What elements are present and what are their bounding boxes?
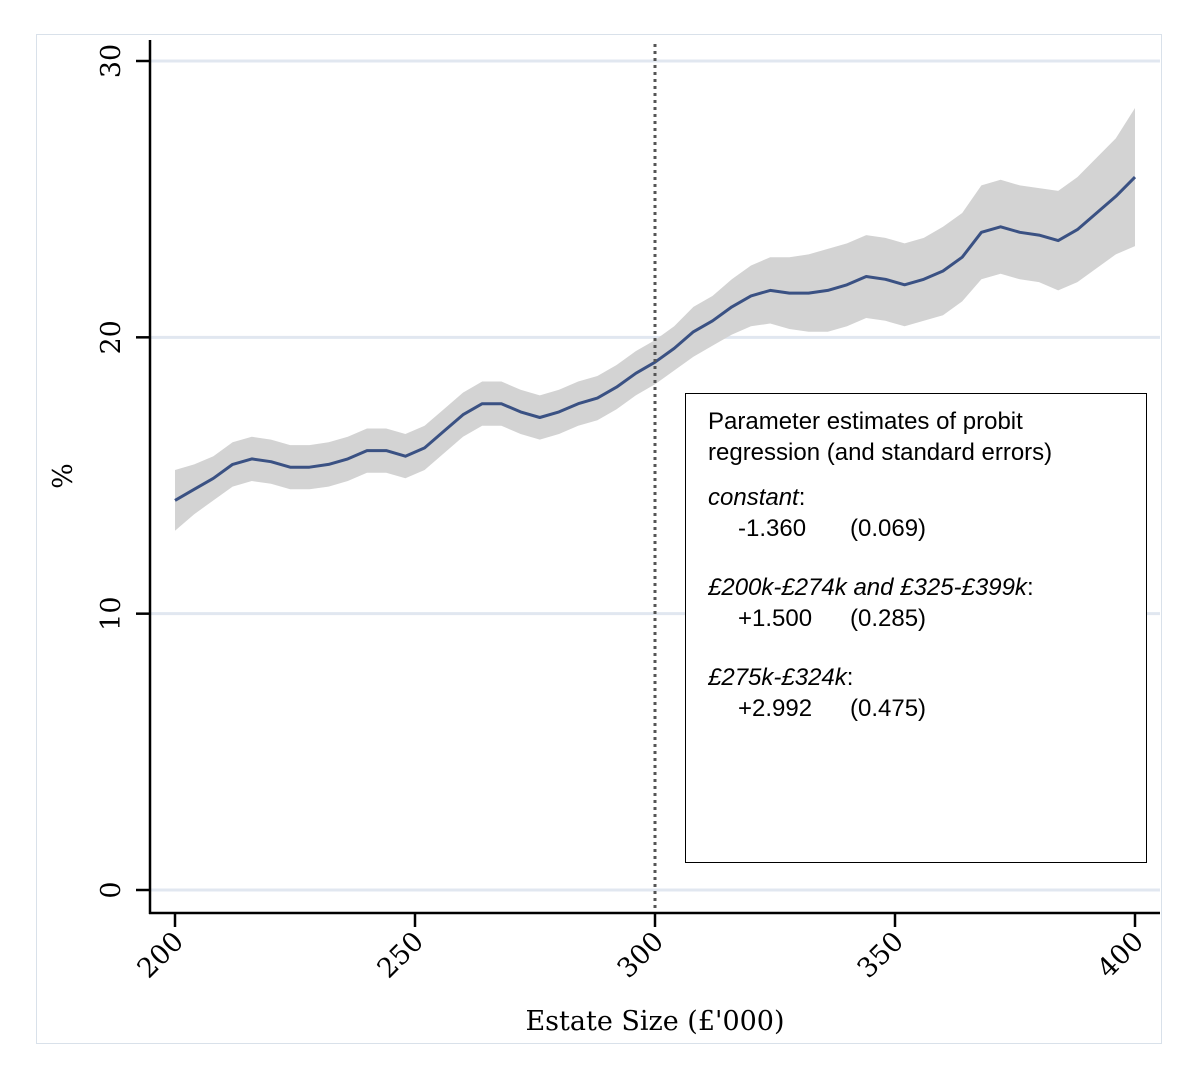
annotation-se: (0.285) <box>850 605 927 632</box>
estimate-line <box>174 176 1137 502</box>
annotation-estimate: +1.500 <box>738 605 813 632</box>
y-tick-label: 20 <box>96 320 127 354</box>
y-tick-label: 10 <box>96 596 127 630</box>
annotation-estimate: -1.360 <box>738 515 807 542</box>
y-axis-title: % <box>48 463 79 489</box>
annotation-label: £200k-£274k and £325-£399k <box>708 574 1027 601</box>
y-tick-label: 0 <box>96 881 127 898</box>
annotation-group-inner-band: £275k-£324k: +2.992 (0.475) <box>708 662 1132 724</box>
annotation-se: (0.069) <box>850 515 927 542</box>
annotation-colon: : <box>846 664 854 691</box>
y-tick-label: 30 <box>96 44 127 78</box>
x-tick-label: 250 <box>372 926 430 984</box>
annotation-group-outer-bands: £200k-£274k and £325-£399k: +1.500 (0.285… <box>708 572 1132 634</box>
x-axis-title: Estate Size (£'000) <box>525 1006 784 1037</box>
x-tick-label: 400 <box>1092 926 1150 984</box>
x-tick-label: 300 <box>612 926 670 984</box>
annotation-group-constant: constant: -1.360 (0.069) <box>708 482 1132 544</box>
annotation-estimate: +2.992 <box>738 695 813 722</box>
x-tick-label: 200 <box>132 926 190 984</box>
annotation-label: £275k-£324k <box>708 664 847 691</box>
x-tick-label: 350 <box>852 926 910 984</box>
annotation-colon: : <box>1026 574 1034 601</box>
annotation-colon: : <box>798 484 806 511</box>
annotation-label: constant <box>708 484 799 511</box>
parameter-estimates-box: Parameter estimates of probit regression… <box>685 393 1147 863</box>
annotation-title: Parameter estimates of probit regression… <box>708 408 1053 466</box>
annotation-se: (0.475) <box>850 695 927 722</box>
